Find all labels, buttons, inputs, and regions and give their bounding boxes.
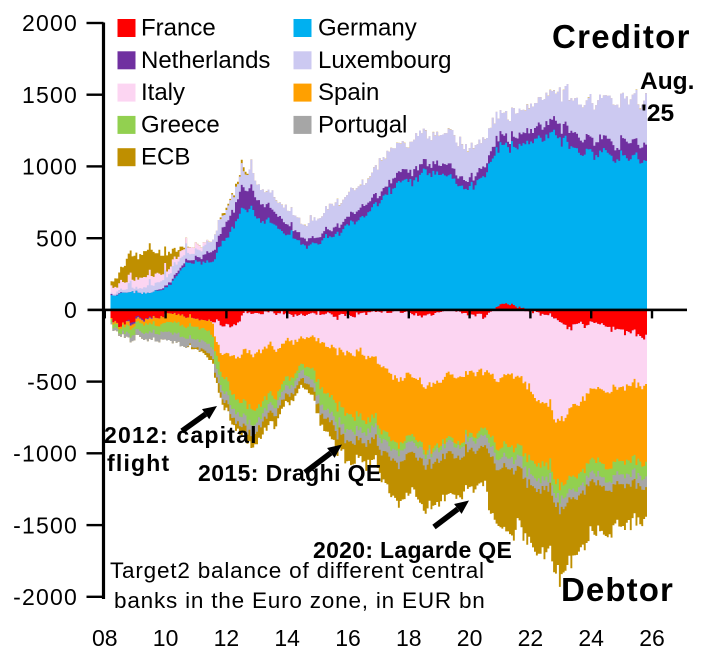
svg-text:Debtor: Debtor [561, 571, 674, 608]
svg-text:2020: Lagarde QE: 2020: Lagarde QE [313, 537, 512, 563]
svg-text:'25: '25 [641, 100, 674, 127]
svg-text:2000: 2000 [22, 10, 78, 36]
svg-text:banks in the Euro zone, in EUR: banks in the Euro zone, in EUR bn [114, 588, 486, 613]
svg-text:Creditor: Creditor [552, 18, 691, 55]
svg-text:Germany: Germany [318, 15, 417, 42]
svg-text:2012: capital: 2012: capital [104, 422, 258, 448]
svg-text:France: France [141, 15, 216, 42]
svg-text:24: 24 [578, 625, 604, 651]
svg-text:500: 500 [36, 225, 78, 251]
svg-text:20: 20 [457, 625, 483, 651]
svg-text:Netherlands: Netherlands [141, 47, 270, 74]
svg-text:Target2 balance of different c: Target2 balance of different central [110, 558, 485, 583]
svg-text:26: 26 [639, 625, 665, 651]
svg-text:flight: flight [107, 450, 170, 476]
svg-text:-500: -500 [27, 369, 78, 395]
svg-text:12: 12 [214, 625, 240, 651]
svg-text:08: 08 [92, 625, 118, 651]
svg-text:Aug.: Aug. [640, 68, 694, 95]
svg-text:ECB: ECB [141, 144, 190, 171]
svg-text:10: 10 [153, 625, 179, 651]
svg-text:0: 0 [64, 297, 78, 323]
svg-text:18: 18 [396, 625, 422, 651]
svg-text:1500: 1500 [22, 82, 78, 108]
svg-text:16: 16 [335, 625, 361, 651]
svg-text:-2000: -2000 [13, 584, 78, 610]
svg-text:2015: Draghi QE: 2015: Draghi QE [198, 460, 382, 486]
svg-text:Luxembourg: Luxembourg [318, 47, 451, 74]
svg-text:-1000: -1000 [13, 441, 78, 467]
svg-text:1000: 1000 [22, 154, 78, 180]
svg-text:-1500: -1500 [13, 512, 78, 538]
svg-text:Greece: Greece [141, 111, 220, 138]
svg-text:Portugal: Portugal [318, 111, 407, 138]
svg-text:22: 22 [518, 625, 544, 651]
svg-text:Spain: Spain [318, 79, 379, 106]
svg-text:Italy: Italy [141, 79, 185, 106]
svg-text:14: 14 [274, 625, 300, 651]
